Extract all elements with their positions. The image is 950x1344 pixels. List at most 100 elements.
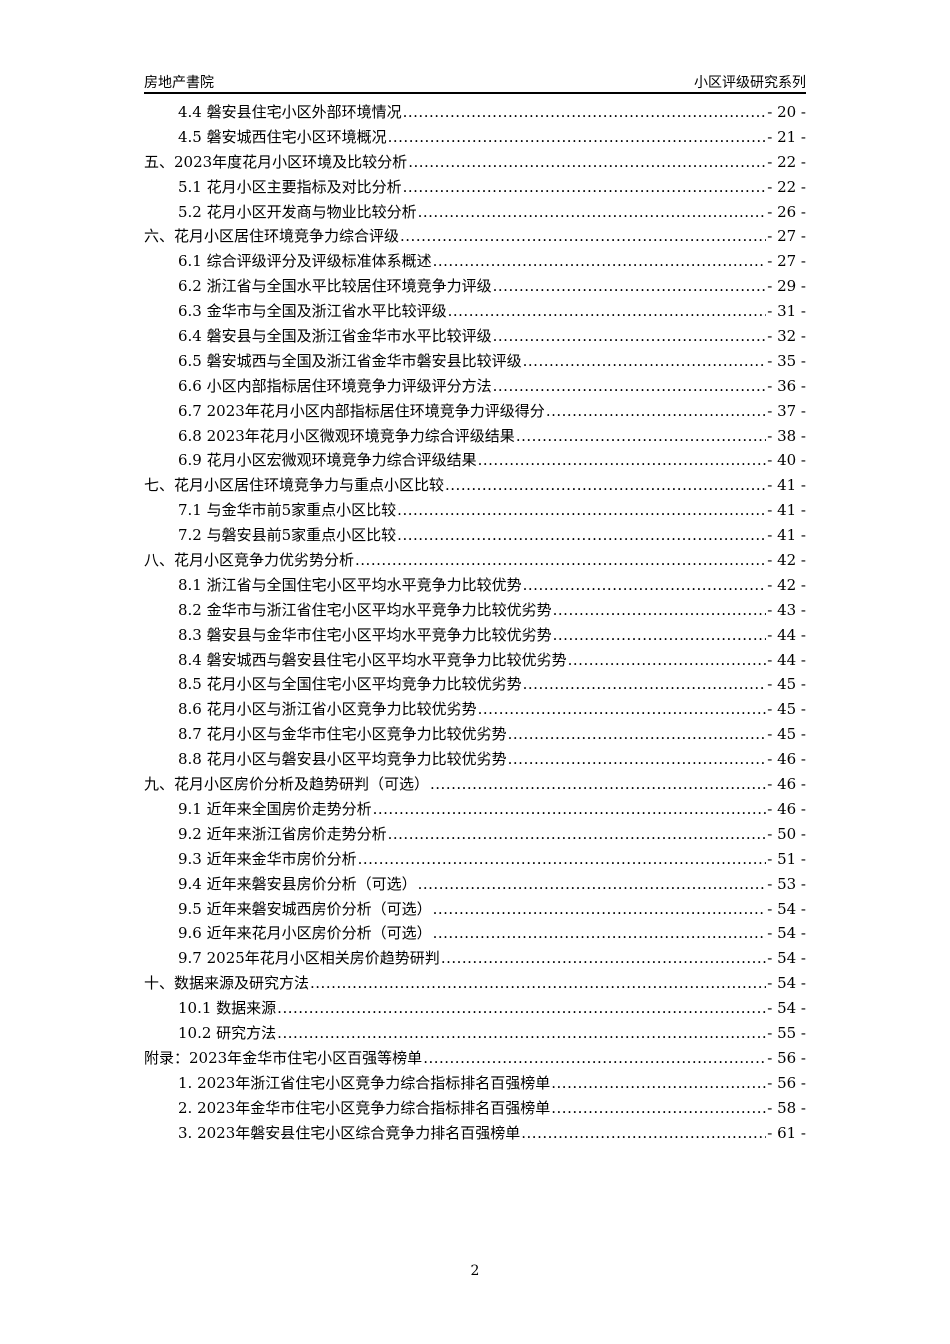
toc-entry-page[interactable]: - 26 - [767,202,806,221]
toc-entry-page[interactable]: - 56 - [767,1048,806,1067]
toc-entry-title[interactable]: 9.3 近年来金华市房价分析 [178,849,357,868]
toc-entry-title[interactable]: 七、花月小区居住环境竞争力与重点小区比较 [144,476,445,495]
toc-entry[interactable]: 6.4 磐安县与全国及浙江省金华市水平比较评级 - 32 - [144,324,806,349]
toc-entry-title[interactable]: 附录：2023年金华市住宅小区百强等榜单 [144,1048,423,1067]
toc-entry-page[interactable]: - 38 - [767,426,806,445]
toc-entry-page[interactable]: - 21 - [767,127,806,146]
toc-entry[interactable]: 8.8 花月小区与磐安县小区平均竞争力比较优劣势 - 46 - [144,747,806,772]
toc-entry[interactable]: 附录：2023年金华市住宅小区百强等榜单 - 56 - [144,1046,806,1071]
toc-entry-page[interactable]: - 58 - [767,1098,806,1117]
toc-entry-page[interactable]: - 54 - [767,949,806,968]
toc-entry-page[interactable]: - 44 - [767,625,806,644]
toc-entry[interactable]: 7.1 与金华市前5家重点小区比较 - 41 - [144,498,806,523]
toc-entry-page[interactable]: - 40 - [767,451,806,470]
toc-entry-title[interactable]: 4.4 磐安县住宅小区外部环境情况 [178,103,402,121]
toc-entry-title[interactable]: 5.2 花月小区开发商与物业比较分析 [178,202,417,221]
toc-entry-page[interactable]: - 45 - [767,675,806,694]
toc-entry[interactable]: 9.6 近年来花月小区房价分析（可选） - 54 - [144,921,806,946]
toc-entry-page[interactable]: - 27 - [767,252,806,271]
toc-entry-title[interactable]: 8.7 花月小区与金华市住宅小区竞争力比较优劣势 [178,725,507,744]
toc-entry-title[interactable]: 6.1 综合评级评分及评级标准体系概述 [178,252,432,271]
toc-entry[interactable]: 九、花月小区房价分析及趋势研判（可选） - 46 - [144,772,806,797]
toc-entry-page[interactable]: - 41 - [767,501,806,520]
toc-entry-title[interactable]: 8.6 花月小区与浙江省小区竞争力比较优劣势 [178,700,477,719]
toc-entry-title[interactable]: 9.6 近年来花月小区房价分析（可选） [178,924,432,943]
toc-entry-title[interactable]: 6.7 2023年花月小区内部指标居住环境竞争力评级得分 [178,401,545,420]
toc-entry-title[interactable]: 9.1 近年来全国房价走势分析 [178,799,372,818]
toc-entry-title[interactable]: 6.8 2023年花月小区微观环境竞争力综合评级结果 [178,426,515,445]
toc-entry[interactable]: 8.7 花月小区与金华市住宅小区竞争力比较优劣势 - 45 - [144,722,806,747]
toc-entry-page[interactable]: - 32 - [767,327,806,346]
toc-entry[interactable]: 4.4 磐安县住宅小区外部环境情况 - 20 - [144,100,806,125]
toc-entry-title[interactable]: 9.2 近年来浙江省房价走势分析 [178,824,387,843]
toc-entry-title[interactable]: 8.3 磐安县与金华市住宅小区平均水平竞争力比较优劣势 [178,625,552,644]
toc-entry-page[interactable]: - 45 - [767,725,806,744]
toc-entry-title[interactable]: 6.2 浙江省与全国水平比较居住环境竞争力评级 [178,277,492,296]
toc-entry[interactable]: 9.3 近年来金华市房价分析 - 51 - [144,847,806,872]
toc-entry[interactable]: 2. 2023年金华市住宅小区竞争力综合指标排名百强榜单 - 58 - [144,1096,806,1121]
toc-entry[interactable]: 十、数据来源及研究方法 - 54 - [144,971,806,996]
toc-entry-title[interactable]: 7.2 与磐安县前5家重点小区比较 [178,526,397,545]
toc-entry-title[interactable]: 10.1 数据来源 [178,999,277,1018]
toc-entry[interactable]: 3. 2023年磐安县住宅小区综合竞争力排名百强榜单 - 61 - [144,1121,806,1146]
toc-entry[interactable]: 6.5 磐安城西与全国及浙江省金华市磐安县比较评级 - 35 - [144,349,806,374]
toc-entry-page[interactable]: - 56 - [767,1073,806,1092]
toc-entry-title[interactable]: 5.1 花月小区主要指标及对比分析 [178,177,402,196]
toc-entry-page[interactable]: - 54 - [767,899,806,918]
toc-entry[interactable]: 5.2 花月小区开发商与物业比较分析 - 26 - [144,200,806,225]
toc-entry[interactable]: 六、花月小区居住环境竞争力综合评级 - 27 - [144,224,806,249]
toc-entry[interactable]: 9.1 近年来全国房价走势分析 - 46 - [144,797,806,822]
toc-entry-title[interactable]: 9.7 2025年花月小区相关房价趋势研判 [178,949,440,968]
toc-entry-page[interactable]: - 42 - [767,551,806,570]
toc-entry-page[interactable]: - 50 - [767,824,806,843]
toc-entry-title[interactable]: 五、2023年度花月小区环境及比较分析 [144,152,408,171]
toc-entry[interactable]: 五、2023年度花月小区环境及比较分析 - 22 - [144,150,806,175]
toc-entry-page[interactable]: - 43 - [767,600,806,619]
toc-entry-page[interactable]: - 22 - [767,177,806,196]
toc-entry-title[interactable]: 6.3 金华市与全国及浙江省水平比较评级 [178,302,447,321]
toc-entry-page[interactable]: - 36 - [767,376,806,395]
toc-entry[interactable]: 8.5 花月小区与全国住宅小区平均竞争力比较优劣势 - 45 - [144,672,806,697]
toc-entry[interactable]: 七、花月小区居住环境竞争力与重点小区比较 - 41 - [144,473,806,498]
toc-entry[interactable]: 9.7 2025年花月小区相关房价趋势研判 - 54 - [144,946,806,971]
toc-entry-title[interactable]: 八、花月小区竞争力优劣势分析 [144,551,355,570]
toc-entry[interactable]: 6.1 综合评级评分及评级标准体系概述 - 27 - [144,249,806,274]
toc-entry-page[interactable]: - 41 - [767,526,806,545]
toc-entry[interactable]: 6.8 2023年花月小区微观环境竞争力综合评级结果 - 38 - [144,424,806,449]
toc-entry-title[interactable]: 8.5 花月小区与全国住宅小区平均竞争力比较优劣势 [178,675,522,694]
toc-entry[interactable]: 8.3 磐安县与金华市住宅小区平均水平竞争力比较优劣势 - 44 - [144,623,806,648]
toc-entry[interactable]: 八、花月小区竞争力优劣势分析 - 42 - [144,548,806,573]
toc-entry[interactable]: 8.2 金华市与浙江省住宅小区平均水平竞争力比较优劣势 - 43 - [144,598,806,623]
toc-entry[interactable]: 9.2 近年来浙江省房价走势分析 - 50 - [144,822,806,847]
toc-entry-title[interactable]: 6.9 花月小区宏微观环境竞争力综合评级结果 [178,451,477,470]
toc-entry-title[interactable]: 8.8 花月小区与磐安县小区平均竞争力比较优劣势 [178,750,507,769]
toc-entry-title[interactable]: 6.6 小区内部指标居住环境竞争力评级评分方法 [178,376,492,395]
toc-entry-title[interactable]: 7.1 与金华市前5家重点小区比较 [178,501,397,520]
toc-entry[interactable]: 8.1 浙江省与全国住宅小区平均水平竞争力比较优势 - 42 - [144,573,806,598]
toc-entry[interactable]: 8.6 花月小区与浙江省小区竞争力比较优劣势 - 45 - [144,697,806,722]
toc-entry-page[interactable]: - 46 - [767,775,806,794]
toc-entry[interactable]: 6.6 小区内部指标居住环境竞争力评级评分方法 - 36 - [144,374,806,399]
toc-entry-page[interactable]: - 29 - [767,277,806,296]
toc-entry-page[interactable]: - 45 - [767,700,806,719]
toc-entry-page[interactable]: - 46 - [767,750,806,769]
toc-entry-page[interactable]: - 42 - [767,575,806,594]
toc-entry[interactable]: 1. 2023年浙江省住宅小区竞争力综合指标排名百强榜单 - 56 - [144,1071,806,1096]
toc-entry-title[interactable]: 3. 2023年磐安县住宅小区综合竞争力排名百强榜单 [178,1123,521,1142]
toc-entry[interactable]: 5.1 花月小区主要指标及对比分析 - 22 - [144,175,806,200]
toc-entry[interactable]: 6.9 花月小区宏微观环境竞争力综合评级结果 - 40 - [144,448,806,473]
toc-entry-title[interactable]: 1. 2023年浙江省住宅小区竞争力综合指标排名百强榜单 [178,1073,551,1092]
toc-entry-page[interactable]: - 53 - [767,874,806,893]
toc-entry-title[interactable]: 6.5 磐安城西与全国及浙江省金华市磐安县比较评级 [178,351,522,370]
toc-entry-page[interactable]: - 54 - [767,974,806,993]
toc-entry-title[interactable]: 4.5 磐安城西住宅小区环境概况 [178,127,387,146]
toc-entry-page[interactable]: - 27 - [767,227,806,246]
toc-entry[interactable]: 6.2 浙江省与全国水平比较居住环境竞争力评级 - 29 - [144,274,806,299]
toc-entry-title[interactable]: 9.5 近年来磐安城西房价分析（可选） [178,899,432,918]
toc-entry[interactable]: 9.4 近年来磐安县房价分析（可选） - 53 - [144,872,806,897]
toc-entry-page[interactable]: - 35 - [767,351,806,370]
toc-entry[interactable]: 9.5 近年来磐安城西房价分析（可选） - 54 - [144,897,806,922]
toc-entry[interactable]: 4.5 磐安城西住宅小区环境概况 - 21 - [144,125,806,150]
toc-entry-title[interactable]: 9.4 近年来磐安县房价分析（可选） [178,874,417,893]
toc-entry-page[interactable]: - 41 - [767,476,806,495]
